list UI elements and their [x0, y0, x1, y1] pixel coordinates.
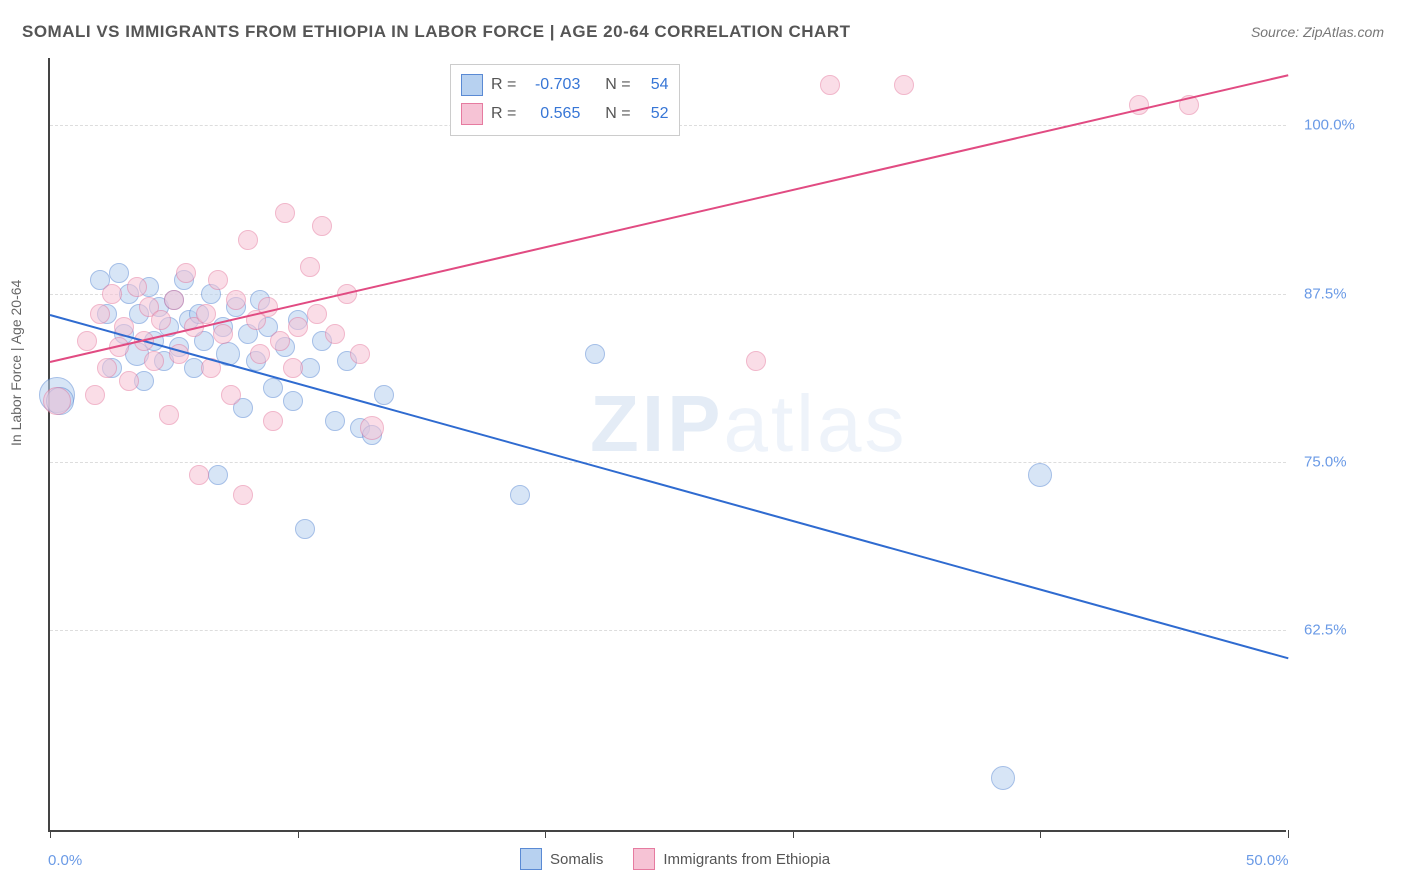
stat-R-value: 0.565	[524, 100, 580, 129]
scatter-marker	[208, 465, 228, 485]
scatter-marker	[176, 263, 196, 283]
scatter-marker	[151, 310, 171, 330]
scatter-marker	[360, 416, 384, 440]
scatter-marker	[221, 385, 241, 405]
stat-N-label: N =	[605, 71, 630, 100]
scatter-marker	[295, 519, 315, 539]
legend-swatch	[633, 848, 655, 870]
scatter-marker	[263, 378, 283, 398]
stat-N-value: 54	[639, 71, 669, 100]
stats-row: R = 0.565 N = 52	[461, 100, 669, 129]
scatter-marker	[263, 411, 283, 431]
scatter-marker	[250, 344, 270, 364]
scatter-marker	[233, 485, 253, 505]
legend-swatch	[520, 848, 542, 870]
scatter-marker	[97, 358, 117, 378]
watermark: ZIPatlas	[590, 378, 907, 470]
scatter-marker	[189, 465, 209, 485]
y-tick-label: 87.5%	[1304, 285, 1347, 302]
scatter-marker	[746, 351, 766, 371]
scatter-marker	[85, 385, 105, 405]
x-tick	[50, 830, 51, 838]
scatter-marker	[894, 75, 914, 95]
scatter-marker	[991, 766, 1015, 790]
y-tick-label: 75.0%	[1304, 453, 1347, 470]
scatter-marker	[283, 391, 303, 411]
source-label: Source: ZipAtlas.com	[1251, 24, 1384, 40]
stat-R-value: -0.703	[524, 71, 580, 100]
y-axis-label: In Labor Force | Age 20-64	[8, 280, 24, 446]
scatter-marker	[159, 405, 179, 425]
x-tick	[545, 830, 546, 838]
scatter-marker	[102, 284, 122, 304]
scatter-marker	[300, 257, 320, 277]
x-tick-label: 0.0%	[48, 852, 82, 869]
gridline-h	[50, 630, 1286, 631]
scatter-marker	[196, 304, 216, 324]
legend-label: Somalis	[550, 851, 603, 868]
scatter-marker	[90, 304, 110, 324]
legend-item: Immigrants from Ethiopia	[633, 848, 830, 870]
watermark-thin: atlas	[723, 379, 907, 468]
y-tick-label: 62.5%	[1304, 622, 1347, 639]
scatter-marker	[226, 290, 246, 310]
scatter-marker	[374, 385, 394, 405]
stat-N-value: 52	[639, 100, 669, 129]
scatter-marker	[109, 263, 129, 283]
scatter-marker	[238, 230, 258, 250]
stats-box: R = -0.703 N = 54 R = 0.565 N = 52	[450, 64, 680, 136]
stat-N-label: N =	[605, 100, 630, 129]
chart-title: SOMALI VS IMMIGRANTS FROM ETHIOPIA IN LA…	[22, 22, 850, 42]
scatter-marker	[77, 331, 97, 351]
watermark-bold: ZIP	[590, 379, 723, 468]
x-tick-label: 50.0%	[1246, 852, 1289, 869]
y-tick-label: 100.0%	[1304, 117, 1355, 134]
scatter-marker	[820, 75, 840, 95]
x-tick	[793, 830, 794, 838]
scatter-marker	[325, 324, 345, 344]
legend-item: Somalis	[520, 848, 603, 870]
scatter-marker	[43, 387, 71, 415]
stat-R-label: R =	[491, 71, 516, 100]
scatter-marker	[510, 485, 530, 505]
scatter-marker	[585, 344, 605, 364]
scatter-marker	[312, 216, 332, 236]
legend-swatch	[461, 103, 483, 125]
stat-R-label: R =	[491, 100, 516, 129]
x-tick	[298, 830, 299, 838]
scatter-marker	[119, 371, 139, 391]
stats-row: R = -0.703 N = 54	[461, 71, 669, 100]
scatter-marker	[275, 203, 295, 223]
scatter-marker	[307, 304, 327, 324]
plot-area: ZIPatlas	[48, 58, 1286, 832]
scatter-marker	[208, 270, 228, 290]
x-tick	[1288, 830, 1289, 838]
trend-line	[50, 314, 1289, 659]
gridline-h	[50, 462, 1286, 463]
scatter-marker	[144, 351, 164, 371]
scatter-marker	[270, 331, 290, 351]
scatter-marker	[325, 411, 345, 431]
scatter-marker	[164, 290, 184, 310]
scatter-marker	[127, 277, 147, 297]
legend-swatch	[461, 74, 483, 96]
bottom-legend: Somalis Immigrants from Ethiopia	[520, 848, 830, 870]
legend-label: Immigrants from Ethiopia	[663, 851, 830, 868]
scatter-marker	[1028, 463, 1052, 487]
scatter-marker	[300, 358, 320, 378]
x-tick	[1040, 830, 1041, 838]
scatter-marker	[288, 317, 308, 337]
scatter-marker	[350, 344, 370, 364]
scatter-marker	[283, 358, 303, 378]
scatter-marker	[213, 324, 233, 344]
